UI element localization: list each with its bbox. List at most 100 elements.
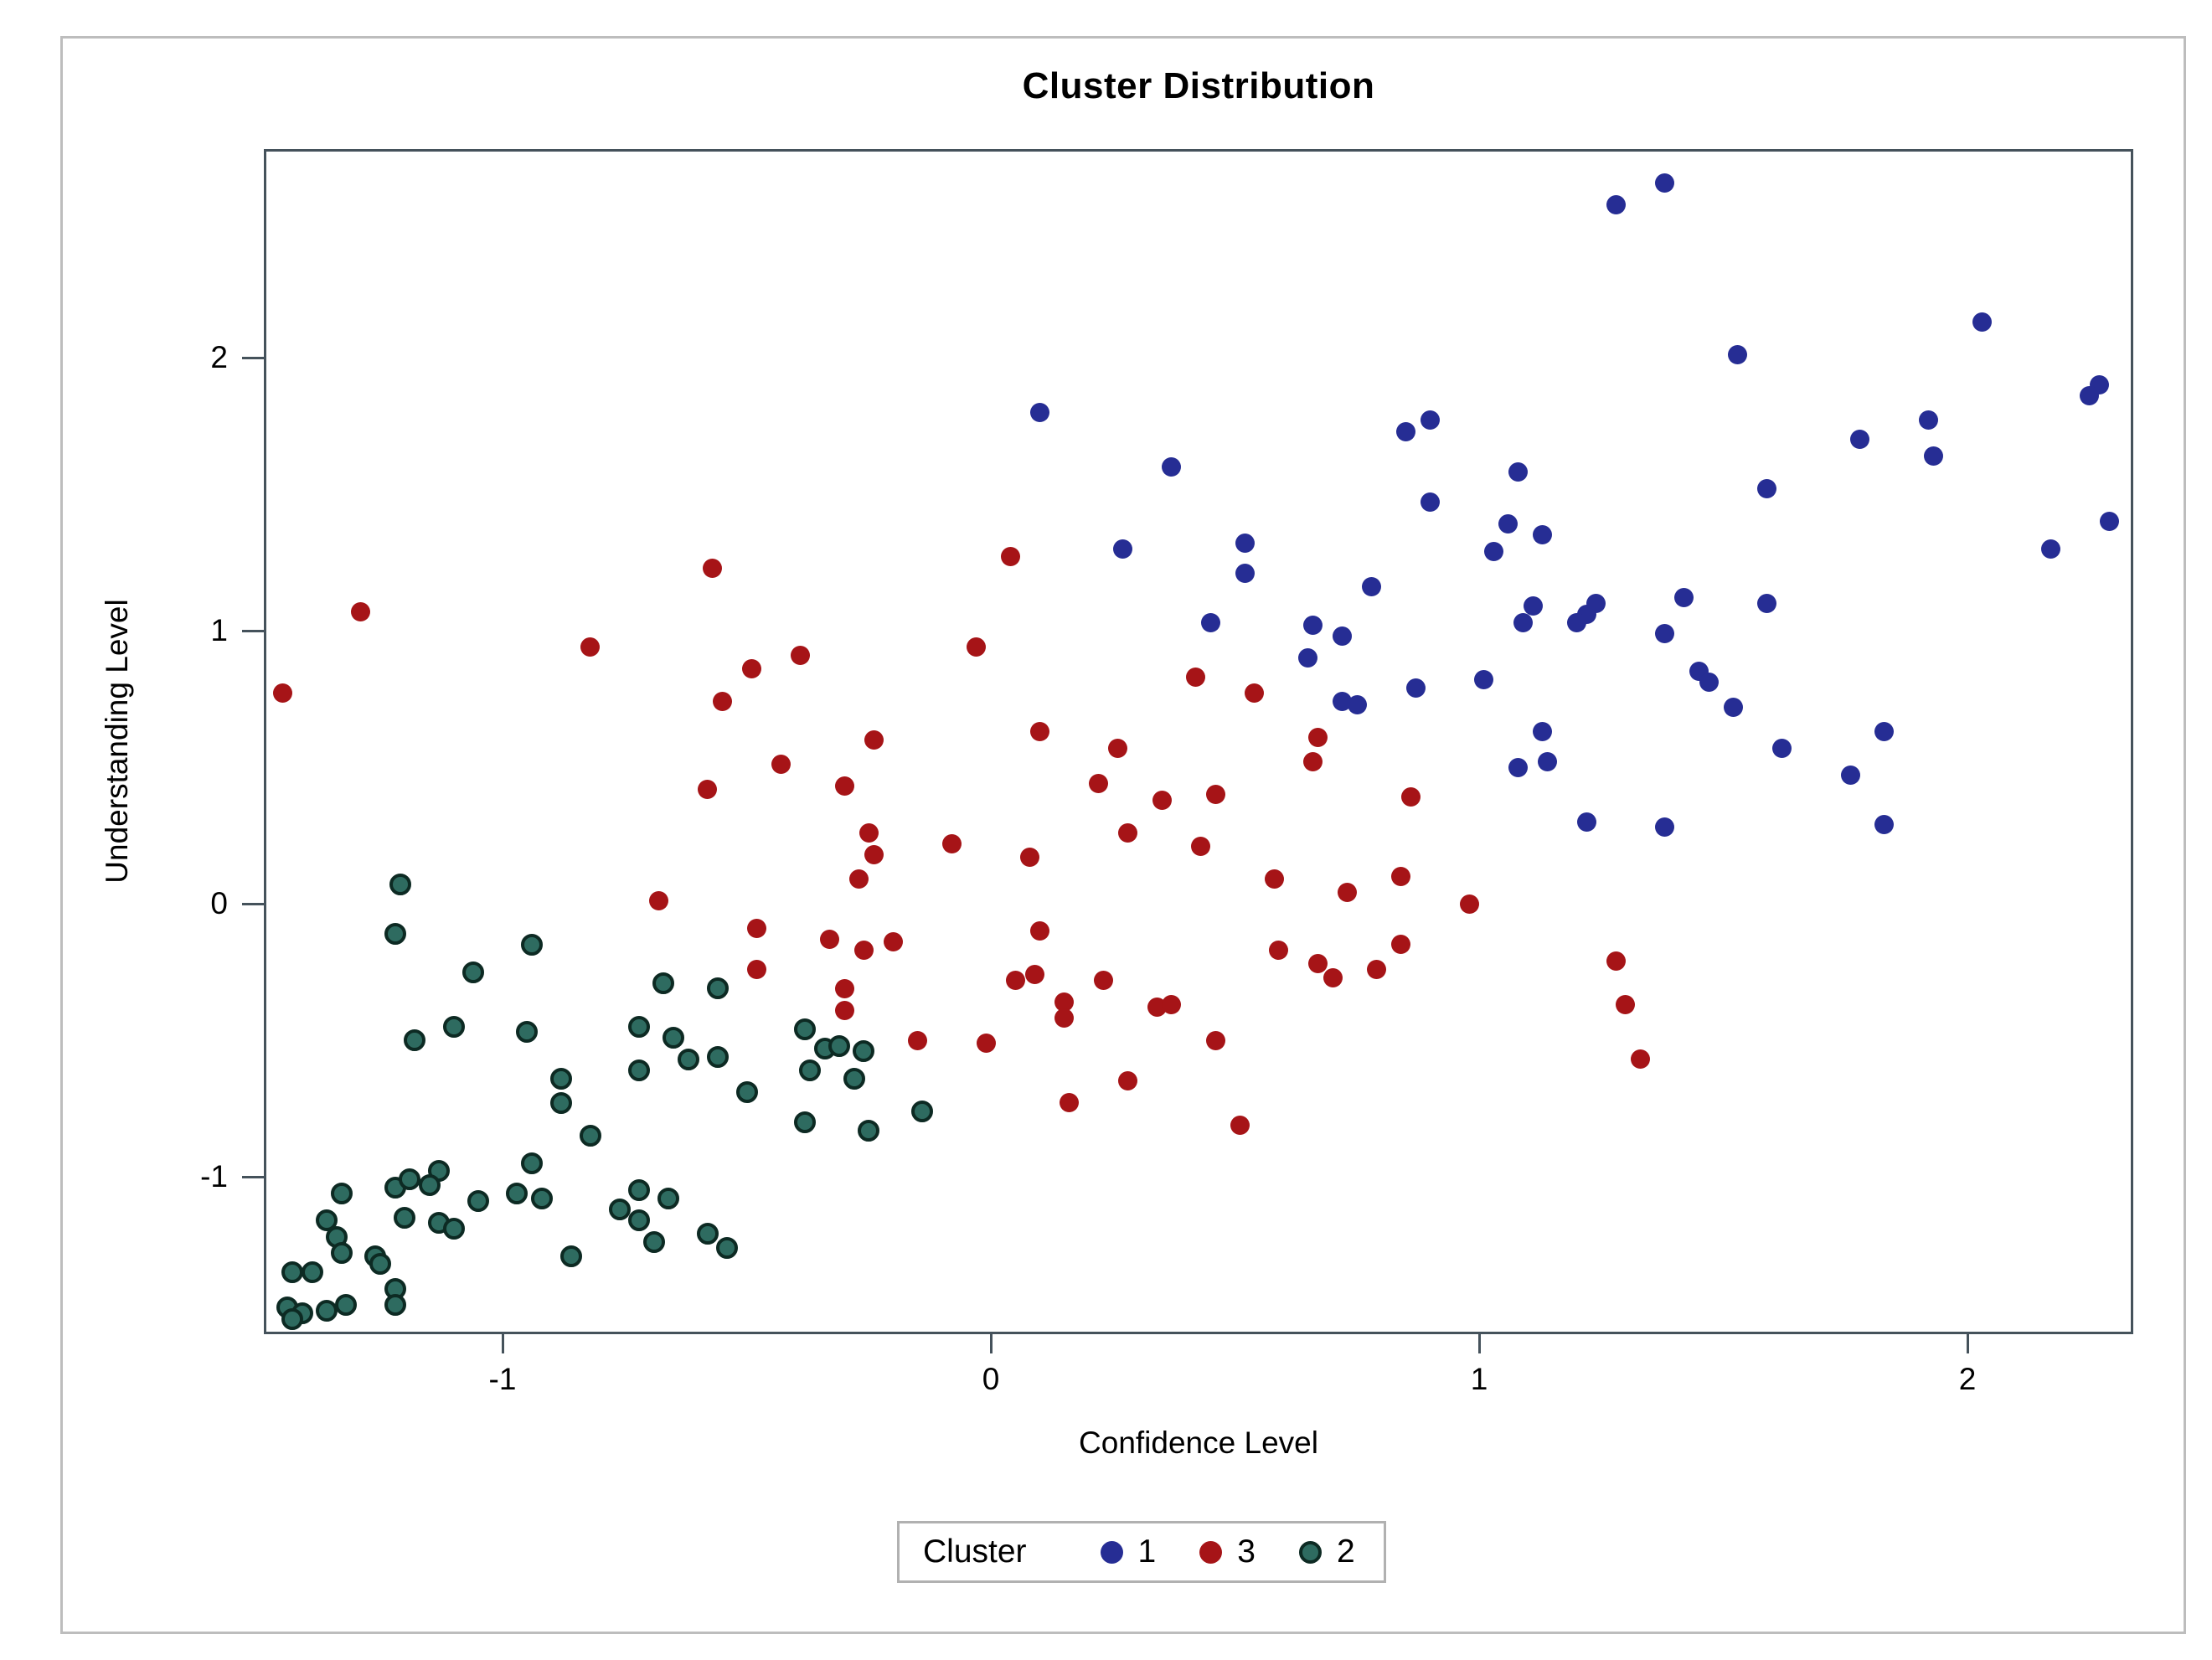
data-point-cluster-2 — [799, 1059, 822, 1081]
data-point-cluster-3 — [1186, 667, 1206, 687]
data-point-cluster-2 — [657, 1188, 680, 1210]
data-point-cluster-3 — [1308, 954, 1328, 974]
data-point-cluster-2 — [628, 1179, 651, 1202]
data-point-cluster-3 — [1630, 1049, 1650, 1070]
data-point-cluster-1 — [1333, 692, 1353, 712]
data-point-cluster-3 — [1264, 869, 1284, 889]
data-point-cluster-3 — [1024, 965, 1044, 985]
data-point-cluster-3 — [976, 1033, 996, 1053]
data-point-cluster-3 — [649, 891, 669, 911]
legend-swatch-icon — [1199, 1540, 1223, 1564]
data-point-cluster-1 — [1298, 648, 1318, 668]
data-point-cluster-3 — [791, 645, 811, 665]
data-point-cluster-1 — [1757, 593, 1777, 613]
data-point-cluster-3 — [834, 776, 854, 796]
data-point-cluster-2 — [506, 1182, 529, 1204]
data-point-cluster-3 — [1205, 785, 1225, 805]
data-point-cluster-2 — [389, 874, 411, 896]
data-point-cluster-2 — [394, 1206, 416, 1229]
data-point-cluster-3 — [1005, 970, 1025, 990]
data-point-cluster-2 — [330, 1242, 353, 1265]
data-point-cluster-1 — [1235, 534, 1255, 554]
data-point-cluster-2 — [716, 1236, 739, 1259]
legend-swatch-icon — [1298, 1540, 1322, 1564]
data-point-cluster-1 — [1674, 588, 1694, 608]
data-point-cluster-1 — [1112, 539, 1132, 559]
data-point-cluster-2 — [316, 1299, 338, 1322]
data-point-cluster-3 — [864, 729, 884, 750]
data-point-cluster-1 — [2040, 539, 2060, 559]
data-point-cluster-1 — [1508, 462, 1529, 482]
data-point-cluster-3 — [1606, 951, 1626, 971]
data-point-cluster-2 — [520, 933, 543, 956]
data-point-cluster-2 — [652, 972, 675, 994]
data-point-cluster-1 — [1757, 478, 1777, 498]
data-point-cluster-3 — [703, 558, 723, 578]
data-point-cluster-3 — [746, 959, 766, 979]
data-point-cluster-2 — [399, 1168, 421, 1191]
data-point-cluster-2 — [301, 1261, 323, 1284]
data-point-cluster-2 — [911, 1100, 934, 1122]
data-point-cluster-3 — [967, 637, 986, 657]
data-point-cluster-1 — [1655, 623, 1675, 643]
data-point-cluster-2 — [696, 1223, 719, 1245]
x-axis-title: Confidence Level — [1079, 1425, 1318, 1460]
data-point-cluster-3 — [1059, 1093, 1079, 1113]
data-point-cluster-2 — [677, 1048, 699, 1070]
data-point-cluster-3 — [1054, 992, 1074, 1012]
data-point-cluster-2 — [559, 1245, 582, 1267]
data-point-cluster-1 — [1850, 430, 1870, 450]
data-point-cluster-2 — [628, 1209, 651, 1232]
data-point-cluster-2 — [706, 1045, 729, 1068]
y-tick-mark — [242, 1175, 264, 1178]
data-point-cluster-3 — [1162, 995, 1182, 1015]
data-point-cluster-3 — [741, 659, 761, 679]
data-point-cluster-3 — [580, 637, 601, 657]
data-point-cluster-3 — [864, 844, 884, 864]
data-point-cluster-2 — [663, 1026, 685, 1049]
data-point-cluster-1 — [1840, 766, 1860, 786]
data-point-cluster-1 — [2080, 386, 2100, 406]
data-point-cluster-3 — [1054, 1008, 1074, 1028]
data-point-cluster-3 — [941, 833, 962, 853]
legend-item-cluster-2: 2 — [1298, 1534, 1355, 1570]
data-point-cluster-3 — [1303, 751, 1323, 771]
y-tick-label: 1 — [210, 613, 228, 647]
data-point-cluster-3 — [1616, 995, 1636, 1015]
data-point-cluster-2 — [549, 1067, 572, 1090]
data-point-cluster-1 — [1483, 541, 1503, 561]
data-point-cluster-2 — [516, 1021, 539, 1044]
data-point-cluster-3 — [698, 779, 718, 799]
data-point-cluster-3 — [1245, 683, 1265, 704]
data-point-cluster-3 — [849, 869, 869, 889]
data-point-cluster-2 — [418, 1173, 441, 1196]
data-point-cluster-2 — [706, 977, 729, 1000]
data-point-cluster-3 — [1323, 967, 1343, 987]
data-point-cluster-1 — [1576, 812, 1596, 832]
data-point-cluster-3 — [834, 1000, 854, 1020]
data-point-cluster-1 — [1874, 814, 1895, 834]
plot-area: -1 0 1 2 -1 0 1 2 — [200, 149, 2133, 1396]
data-point-cluster-1 — [1972, 312, 1992, 333]
data-point-cluster-1 — [1513, 612, 1533, 632]
data-point-cluster-2 — [628, 1015, 651, 1038]
data-point-cluster-2 — [442, 1015, 465, 1038]
y-tick-mark — [242, 629, 264, 632]
y-axis-title: Understanding Level — [100, 599, 134, 884]
data-point-cluster-2 — [794, 1111, 817, 1133]
y-tick-mark — [242, 902, 264, 905]
legend-item-cluster-1: 1 — [1100, 1534, 1156, 1570]
x-tick-mark — [501, 1332, 504, 1353]
data-point-cluster-2 — [843, 1067, 865, 1090]
data-point-cluster-2 — [642, 1231, 665, 1254]
data-point-cluster-1 — [1771, 738, 1792, 758]
data-point-cluster-3 — [1093, 970, 1113, 990]
data-point-cluster-1 — [1723, 697, 1743, 717]
y-tick-label: 0 — [210, 886, 228, 920]
data-point-cluster-3 — [1029, 722, 1049, 742]
data-point-cluster-2 — [794, 1018, 817, 1040]
data-point-cluster-1 — [1874, 722, 1895, 742]
data-point-cluster-1 — [1162, 456, 1182, 477]
data-point-cluster-3 — [1152, 790, 1172, 810]
data-point-cluster-1 — [1396, 421, 1416, 441]
